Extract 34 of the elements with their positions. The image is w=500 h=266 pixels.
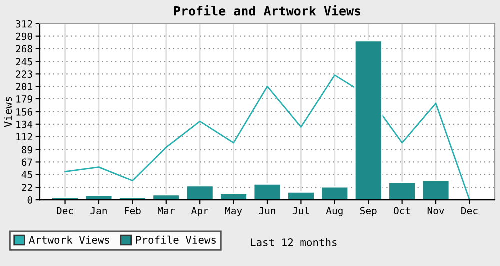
y-tick-label: 112: [16, 133, 32, 141]
y-tick-label: 22: [22, 184, 32, 192]
y-tick-label: 268: [16, 45, 32, 53]
y-tick-label: 67: [22, 158, 32, 166]
y-tick-label: 223: [16, 70, 32, 78]
y-tick-label: 312: [16, 20, 32, 28]
x-axis-title: Last 12 months: [251, 238, 337, 246]
y-tick-label: 89: [22, 146, 32, 154]
x-tick-label: Oct: [394, 207, 410, 215]
x-tick-label: Aug: [326, 207, 343, 216]
line-series: [64, 74, 470, 200]
y-tick-label: 179: [16, 96, 32, 103]
y-tick-label: 134: [16, 120, 33, 128]
x-tick-label: Sep: [360, 207, 377, 216]
legend-label: Profile Views: [136, 236, 216, 244]
y-axis-title: Views: [4, 97, 12, 128]
x-tick-label: Apr: [191, 207, 208, 216]
y-tick-label: 45: [22, 171, 32, 178]
y-tick-label: 156: [16, 108, 32, 116]
x-tick-label: Dec: [57, 207, 74, 215]
x-tick-label: Jun: [259, 207, 276, 215]
x-tick-label: Mar: [158, 207, 175, 215]
y-tick-label: 245: [16, 58, 32, 66]
legend-label: Artwork Views: [29, 236, 110, 244]
x-tick-label: Jul: [292, 206, 310, 215]
x-tick-label: Feb: [125, 207, 141, 215]
y-tick-label: 290: [16, 32, 32, 40]
x-tick-label: Jan: [90, 207, 107, 215]
x-tick-label: Nov: [428, 207, 444, 215]
x-tick-label: May: [225, 207, 242, 216]
x-tick-label: Dec: [462, 207, 478, 215]
y-tick-label: 201: [16, 83, 32, 90]
y-tick-label: 0: [28, 196, 32, 204]
chart-title: Profile and Artwork Views: [174, 5, 361, 16]
